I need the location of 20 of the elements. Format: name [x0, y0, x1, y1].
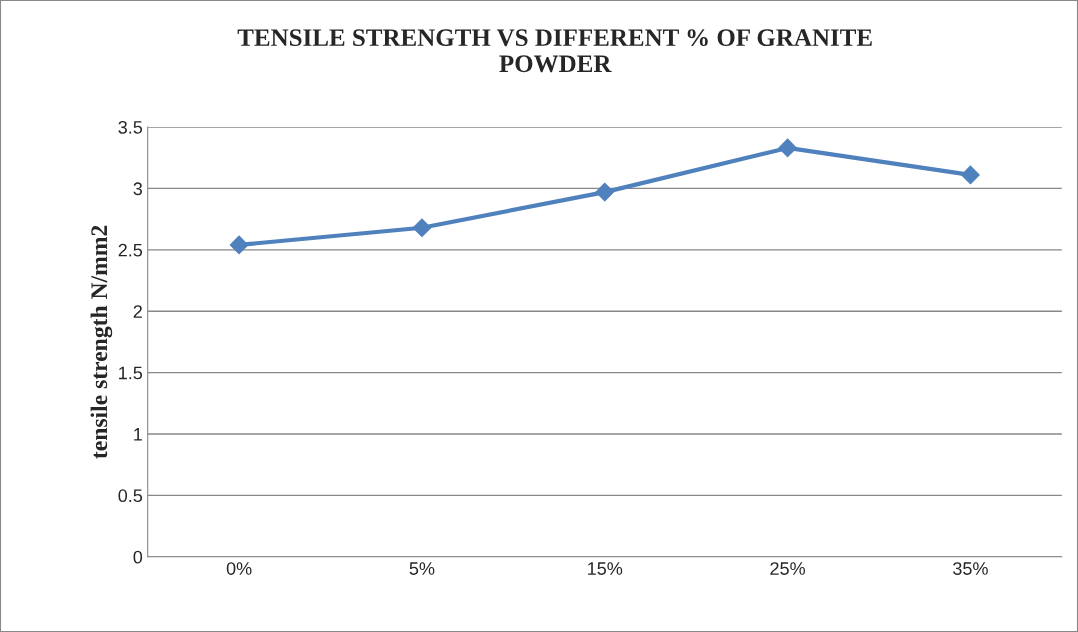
x-tick-label: 25% [770, 562, 806, 575]
x-tick-label: 0% [226, 562, 252, 575]
point [412, 218, 432, 238]
chart-title: TENSILE STRENGTH VS DIFFERENT % OF GRANITE POWDER [237, 29, 872, 73]
x-tick-label: 15% [588, 562, 623, 575]
point [595, 182, 615, 202]
point [961, 165, 980, 185]
y-tick-label: 2 [133, 305, 142, 318]
x-tick-label: 5% [409, 562, 435, 575]
x-tick-label: 35% [953, 562, 988, 575]
y-axis-title: tensile strength N/mm2 [90, 225, 113, 459]
y-tick-label: 0.5 [118, 489, 143, 503]
point [229, 235, 249, 255]
y-tick-label: 1 [134, 428, 142, 441]
y-tick-label: 0 [133, 550, 143, 564]
y-tick-label: 2.5 [118, 243, 143, 257]
point [778, 138, 797, 158]
y-tick-label: 3 [133, 182, 143, 196]
y-tick-label: 1.5 [119, 366, 143, 380]
y-tick-label: 3.5 [118, 120, 143, 134]
